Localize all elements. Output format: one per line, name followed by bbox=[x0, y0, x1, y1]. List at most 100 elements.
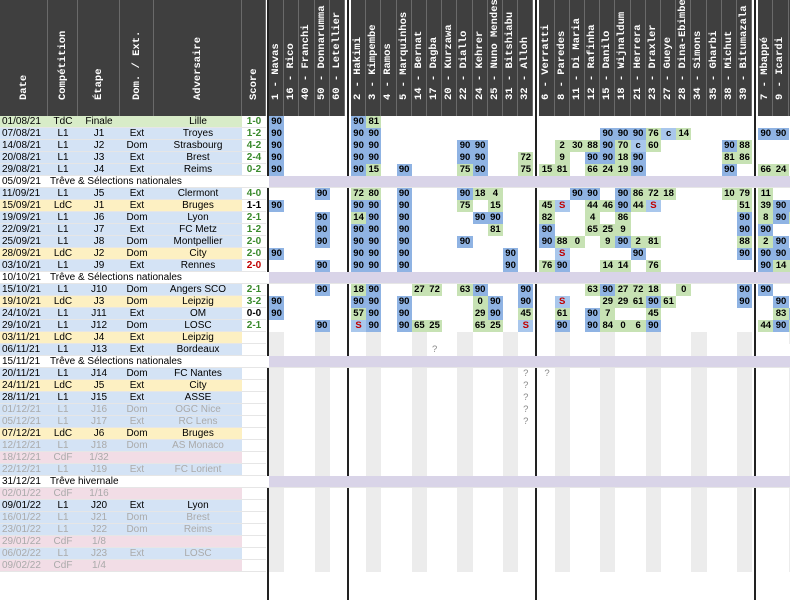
player-cell bbox=[427, 548, 442, 560]
player-cell bbox=[691, 332, 707, 344]
player-cell bbox=[707, 464, 722, 476]
player-cell: 90 bbox=[366, 140, 382, 152]
player-cell bbox=[758, 536, 773, 548]
player-cell: 75 bbox=[518, 164, 534, 176]
player-cell bbox=[457, 308, 472, 320]
player-cell: 14 bbox=[773, 260, 789, 272]
player-cell bbox=[442, 116, 457, 128]
player-cell: 70 bbox=[615, 140, 631, 152]
player-cell bbox=[284, 212, 299, 224]
player-cell bbox=[788, 512, 790, 524]
player-cell bbox=[366, 392, 382, 404]
player-cell: 90 bbox=[645, 320, 661, 332]
player-cell bbox=[473, 380, 488, 392]
player-cell bbox=[585, 116, 600, 128]
player-cell bbox=[585, 464, 600, 476]
player-cell bbox=[570, 524, 585, 536]
player-cell bbox=[691, 308, 706, 320]
player-cell bbox=[661, 524, 676, 536]
player-cell bbox=[676, 344, 691, 356]
player-cell bbox=[299, 224, 314, 236]
player-cell bbox=[488, 332, 503, 344]
player-cell bbox=[646, 248, 661, 260]
player-cell bbox=[330, 416, 345, 428]
player-cell bbox=[330, 344, 345, 356]
player-cell bbox=[473, 536, 488, 548]
player-cell bbox=[503, 212, 518, 224]
player-cell: 90 bbox=[615, 236, 631, 248]
stage: J6 bbox=[78, 428, 120, 440]
player-cell: 90 bbox=[314, 320, 330, 332]
player-cell bbox=[269, 380, 285, 392]
player-cell bbox=[381, 560, 396, 572]
player-cell bbox=[691, 140, 706, 152]
player-cell bbox=[457, 404, 473, 416]
player-cell bbox=[366, 380, 382, 392]
player-cell bbox=[269, 548, 285, 560]
player-cell bbox=[284, 392, 299, 404]
competition: CdF bbox=[48, 560, 78, 572]
score: 2-0 bbox=[242, 248, 266, 260]
player-cell bbox=[570, 416, 585, 428]
player-cell: 90 bbox=[585, 308, 601, 320]
player-cell bbox=[676, 236, 691, 248]
player-cell bbox=[539, 464, 554, 476]
player-cell: 90 bbox=[554, 320, 570, 332]
opponent: Lyon bbox=[154, 500, 242, 512]
player-cell: 90 bbox=[396, 188, 412, 200]
player-cell bbox=[284, 260, 299, 272]
player-cell bbox=[299, 500, 314, 512]
player-cell bbox=[269, 260, 284, 272]
player-cell bbox=[554, 548, 570, 560]
player-cell bbox=[315, 308, 330, 320]
player-cell bbox=[473, 416, 488, 428]
player-cell bbox=[284, 332, 299, 344]
player-cell bbox=[351, 560, 366, 572]
player-cell bbox=[366, 428, 382, 440]
score: 4-2 bbox=[242, 140, 266, 152]
player-cell bbox=[661, 428, 676, 440]
player-cell bbox=[758, 380, 773, 392]
player-cell: 90 bbox=[773, 248, 789, 260]
player-cell bbox=[284, 140, 299, 152]
player-cell: 4 bbox=[585, 212, 601, 224]
stage: J3 bbox=[78, 152, 120, 164]
player-cell bbox=[707, 512, 722, 524]
player-cell: 90 bbox=[518, 296, 534, 308]
player-cell bbox=[412, 200, 427, 212]
player-cell: 10 bbox=[721, 188, 737, 200]
stage: J22 bbox=[78, 524, 120, 536]
player-cell bbox=[427, 440, 442, 452]
player-cell bbox=[299, 536, 314, 548]
player-cell: 90 bbox=[314, 284, 330, 296]
player-cell: 44 bbox=[585, 200, 601, 212]
player-cell: 61 bbox=[630, 296, 646, 308]
player-cell bbox=[330, 248, 345, 260]
player-cell: 29 bbox=[600, 296, 616, 308]
player-cell bbox=[473, 548, 488, 560]
player-cell: 90 bbox=[396, 320, 412, 332]
player-cell: 90 bbox=[630, 152, 646, 164]
player-cell bbox=[554, 464, 570, 476]
competition: L1 bbox=[48, 224, 78, 236]
player-header: 9 - Icardi bbox=[773, 0, 789, 116]
column-header-0: Date bbox=[0, 0, 48, 116]
player-cell: 9 bbox=[554, 152, 570, 164]
player-cell bbox=[284, 152, 299, 164]
opponent: AS Monaco bbox=[154, 440, 242, 452]
player-cell bbox=[788, 428, 790, 440]
player-cell bbox=[646, 224, 661, 236]
player-cell bbox=[381, 248, 396, 260]
player-cell bbox=[661, 512, 676, 524]
player-cell bbox=[539, 116, 554, 128]
player-cell bbox=[488, 512, 503, 524]
player-cell bbox=[299, 296, 314, 308]
player-cell bbox=[615, 248, 630, 260]
score: 0-2 bbox=[242, 164, 266, 176]
opponent: Reims bbox=[154, 524, 242, 536]
score: 2-1 bbox=[242, 212, 266, 224]
player-cell bbox=[661, 548, 676, 560]
player-cell bbox=[631, 464, 646, 476]
player-cell: 90 bbox=[773, 320, 789, 332]
stage: J23 bbox=[78, 548, 120, 560]
